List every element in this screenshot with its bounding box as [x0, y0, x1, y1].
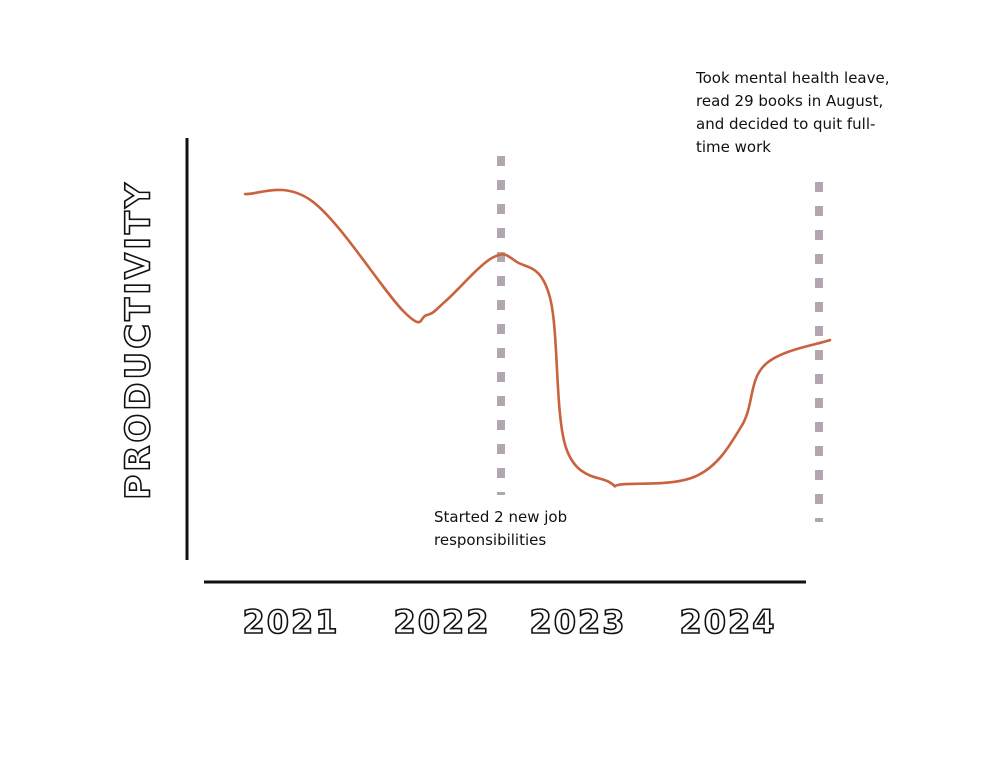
annotation-line: Started 2 new job	[434, 508, 567, 526]
x-tick-label: 2022	[393, 603, 490, 641]
event-annotation: Started 2 new job responsibilities	[434, 508, 567, 549]
event-markers	[497, 156, 823, 522]
x-tick-labels: 2021 2022 2023 2024	[242, 602, 776, 642]
annotation-line: responsibilities	[434, 531, 546, 549]
annotation-line: Took mental health leave,	[695, 69, 890, 87]
x-tick-label: 2024	[679, 603, 776, 641]
annotations: Started 2 new job responsibilities Took me…	[434, 69, 890, 549]
annotation-line: time work	[696, 138, 771, 156]
productivity-line	[243, 188, 832, 488]
x-tick-label: 2023	[529, 603, 626, 641]
annotation-line: read 29 books in August,	[696, 92, 883, 110]
x-tick-label: 2021	[242, 603, 339, 641]
y-axis-label: PRODUCTIVITY	[119, 180, 159, 499]
event-annotation: Took mental health leave, read 29 books i…	[695, 69, 890, 156]
annotation-line: and decided to quit full-	[696, 115, 875, 133]
